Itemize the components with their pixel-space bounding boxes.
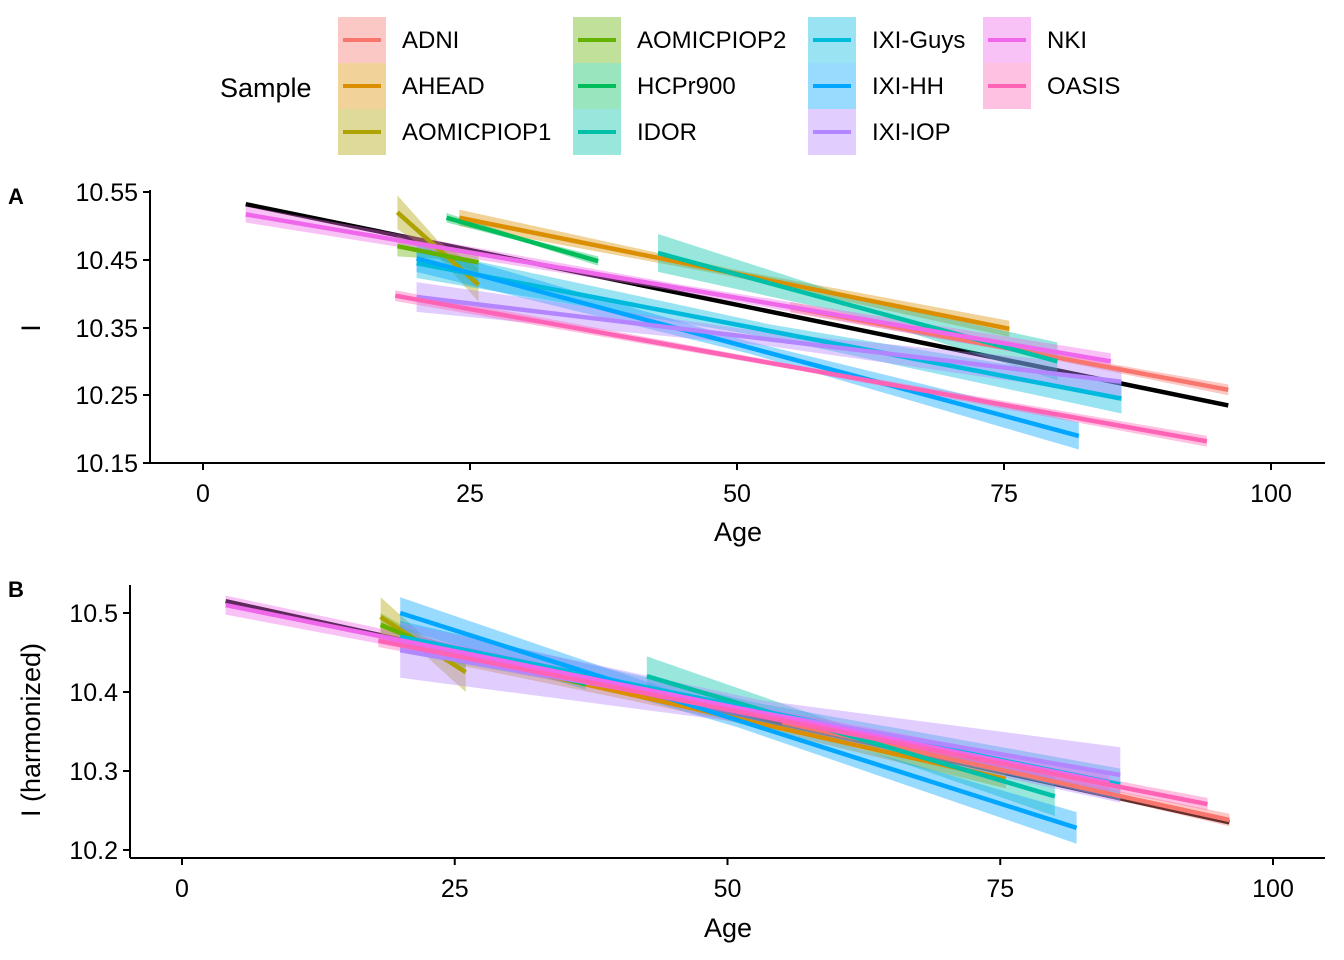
series-line-oasis	[377, 638, 1208, 807]
series-line-nki	[225, 602, 1110, 786]
series-line-idor	[657, 250, 1058, 364]
series-line-ixi-hh	[416, 256, 1080, 439]
legend-label: OASIS	[1047, 73, 1120, 100]
series-line-ixi-hh	[399, 610, 1078, 831]
series-line-hcpr900	[445, 215, 599, 264]
y-tick-label: 10.55	[75, 179, 138, 207]
legend-label: AOMICPIOP1	[402, 119, 551, 146]
x-tick-label: 50	[714, 875, 742, 903]
x-tick-label: 75	[990, 480, 1018, 508]
legend-item-nki: NKI	[983, 17, 1087, 63]
legend-item-adni: ADNI	[338, 17, 459, 63]
panel-a-marks	[245, 195, 1229, 450]
y-tick-label: 10.35	[75, 315, 138, 343]
panel-a-axes: 0 25 50 75 100 10.15 10.25 10.35 10.45 10.55	[75, 179, 1325, 508]
legend-item-oasis: OASIS	[983, 63, 1120, 109]
series-line-aomicpiop2	[396, 243, 479, 265]
panel-b-marks	[225, 595, 1230, 844]
series-line-ixi-iop	[416, 294, 1122, 384]
series-line-idor	[646, 674, 1056, 799]
legend-item-ixi-iop: IXI-IOP	[808, 109, 951, 155]
legend-title: Sample	[220, 73, 312, 103]
panel-b: B 0 25 50 75 100 10.2 10.3 10.4 10.5 Age I (harm…	[8, 577, 1325, 943]
legend-label: HCPr900	[637, 73, 736, 100]
legend-item-hcpr900: HCPr900	[573, 63, 736, 109]
panel-label-b: B	[8, 577, 24, 602]
legend-label: IXI-IOP	[872, 119, 951, 146]
x-tick-label: 100	[1250, 480, 1292, 508]
legend-label: IDOR	[637, 119, 697, 146]
legend-label: IXI-Guys	[872, 27, 965, 54]
y-tick-label: 10.3	[69, 758, 118, 786]
series-line-ixi-guys	[416, 260, 1122, 401]
y-tick-label: 10.25	[75, 382, 138, 410]
legend: Sample ADNI AHEAD AOMICPIOP1 AOMICPIOP2 HCPr…	[220, 17, 1120, 155]
legend-label: IXI-HH	[872, 73, 944, 100]
overall-fit-line	[245, 201, 1229, 408]
legend-item-idor: IDOR	[573, 109, 697, 155]
x-tick-label: 25	[441, 875, 469, 903]
series-line-nki	[245, 212, 1112, 364]
y-tick-label: 10.15	[75, 450, 138, 478]
panel-b-x-axis-label: Age	[704, 913, 752, 943]
legend-item-ixi-hh: IXI-HH	[808, 63, 944, 109]
x-tick-label: 75	[986, 875, 1014, 903]
panel-b-axes: 0 25 50 75 100 10.2 10.3 10.4 10.5	[69, 585, 1325, 903]
x-tick-label: 100	[1252, 875, 1294, 903]
x-tick-label: 50	[723, 480, 751, 508]
x-tick-label: 25	[456, 480, 484, 508]
y-tick-label: 10.4	[69, 679, 118, 707]
panel-a-x-axis-label: Age	[714, 517, 762, 547]
series-line-oasis	[394, 293, 1208, 444]
y-tick-label: 10.2	[69, 837, 118, 865]
panel-label-a: A	[8, 184, 24, 209]
panel-a: A 0 25 50 75 100 10.15 10.25 10.35 10.45 10.55 Ag…	[8, 179, 1325, 547]
legend-label: ADNI	[402, 27, 459, 54]
legend-item-ixi-guys: IXI-Guys	[808, 17, 965, 63]
panel-a-y-axis-label: I	[16, 324, 46, 332]
legend-label: AOMICPIOP2	[637, 27, 786, 54]
y-tick-label: 10.5	[69, 600, 118, 628]
legend-item-aomicpiop1: AOMICPIOP1	[338, 109, 551, 155]
legend-label: NKI	[1047, 27, 1087, 54]
legend-item-ahead: AHEAD	[338, 63, 485, 109]
legend-item-aomicpiop2: AOMICPIOP2	[573, 17, 786, 63]
legend-label: AHEAD	[402, 73, 485, 100]
y-tick-label: 10.45	[75, 247, 138, 275]
panel-b-y-axis-label: I (harmonized)	[16, 643, 46, 817]
x-tick-label: 0	[175, 875, 189, 903]
x-tick-label: 0	[196, 480, 210, 508]
